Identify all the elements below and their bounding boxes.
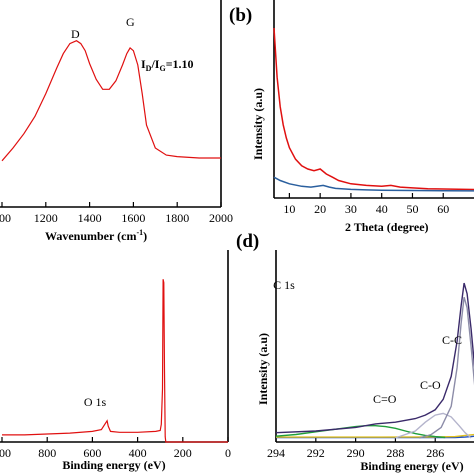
x-label-end: ) (143, 229, 147, 243)
panel-a-tick-label: 2000 (209, 211, 233, 225)
panel-a-x-label: Wavenumber (cm-1) (45, 228, 147, 243)
panel-c-series-line (2, 279, 228, 443)
panel-b-label: (b) (229, 5, 252, 26)
panel-c-x-label: Binding energy (eV) (62, 458, 165, 472)
ratio-sub-d: D (146, 64, 152, 73)
panel-c-tick-label: 0 (225, 446, 231, 460)
panel-d-y-label: Intensity (a.u) (256, 333, 270, 405)
panel-c-tick-label: 400 (129, 446, 147, 460)
panel-d-annotation-co: C-O (420, 378, 441, 392)
panel-d-tick-label: 286 (426, 446, 444, 460)
panel-a-tick-label: 000 (0, 211, 11, 225)
ratio-value: 1.10 (173, 57, 194, 71)
panel-c-tick-label: 200 (174, 446, 192, 460)
x-label-sup: -1 (136, 228, 143, 237)
panel-d-series-group (275, 282, 474, 439)
panel-d-tick-label: 288 (386, 446, 404, 460)
panel-d-series-total (275, 282, 474, 434)
panel-a: 00012001400160018002000 D G ID/IG=1.10 W… (0, 0, 233, 243)
panel-a-series-line (1, 40, 221, 162)
panel-a-tick-label: 1800 (165, 211, 189, 225)
panel-d-tick-label: 290 (347, 446, 365, 460)
panel-c-tick-label: 800 (38, 446, 56, 460)
panel-d-series-C-O (395, 412, 472, 439)
panel-b-tick-label: 20 (314, 202, 326, 216)
panel-b-ticks: 10 20 30 40 50 60 (283, 193, 449, 216)
ratio-sub-g: G (159, 64, 165, 73)
panel-d-label: (d) (236, 231, 259, 252)
x-label-main: Wavenumber (cm (45, 229, 136, 243)
panel-d-tick-label: 292 (307, 446, 325, 460)
ratio-slash: /I (150, 57, 159, 71)
panel-c: 000 800 600 400 200 0 C 1s O 1s Binding energ… (0, 250, 295, 472)
panel-c-tick-label: 000 (0, 446, 11, 460)
panel-b: (b) 10 20 30 40 50 60 Intensity (a.u) 2 Theta… (229, 0, 474, 234)
panel-b-y-label: Intensity (a.u) (251, 88, 265, 160)
panel-b-x-label: 2 Theta (degree) (345, 220, 429, 234)
panel-c-tick-label: 600 (83, 446, 101, 460)
panel-a-tick-label: 1200 (34, 211, 58, 225)
panel-d-series-baseline (276, 433, 474, 438)
panel-b-series-red (273, 27, 474, 191)
panel-b-tick-label: 60 (437, 202, 449, 216)
panel-b-tick-label: 30 (345, 202, 357, 216)
panel-a-ratio-label: ID/IG=1.10 (141, 57, 194, 73)
panel-d-annotation-cc: C-C (442, 333, 462, 347)
panel-b-tick-label: 10 (283, 202, 295, 216)
panel-d-annotation-cdo: C=O (373, 392, 397, 406)
panel-d: (d) 294 292 290 288 286 C-C C-O C=O Intensit… (236, 231, 474, 473)
panel-a-tick-label: 1600 (121, 211, 145, 225)
ratio-i: I (141, 57, 146, 71)
panel-b-series-blue (273, 176, 474, 192)
panel-d-series-C-C (419, 297, 474, 439)
panel-c-ticks: 000 800 600 400 200 0 (0, 437, 231, 460)
panel-a-tick-label: 1400 (78, 211, 102, 225)
ratio-eq: = (166, 57, 173, 71)
panel-a-annotation-d: D (71, 27, 80, 41)
panel-a-ticks: 000 1200 1400 1600 1800 2000 (0, 202, 233, 225)
panel-b-tick-label: 40 (376, 202, 388, 216)
panel-c-annotation-o1s: O 1s (84, 395, 107, 409)
panel-a-annotation-g: G (126, 15, 135, 29)
panel-c-annotation-c1s: C 1s (273, 278, 295, 292)
panel-d-x-label: Binding energy (eV) (360, 459, 463, 473)
panel-d-ticks: 294 292 290 288 286 (267, 437, 444, 460)
panel-d-tick-label: 294 (267, 446, 285, 460)
panel-b-tick-label: 50 (406, 202, 418, 216)
